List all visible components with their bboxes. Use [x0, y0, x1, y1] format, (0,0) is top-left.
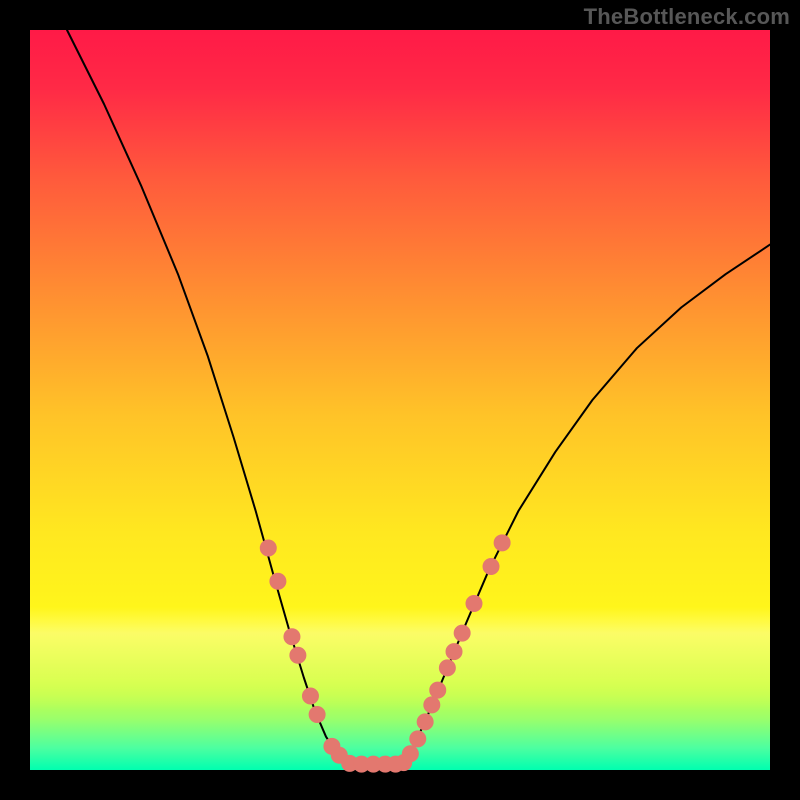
curve-marker: [302, 688, 318, 704]
curve-marker: [424, 697, 440, 713]
curve-marker: [446, 644, 462, 660]
chart-stage: TheBottleneck.com: [0, 0, 800, 800]
curve-marker: [284, 629, 300, 645]
curve-marker: [270, 573, 286, 589]
curve-marker: [402, 746, 418, 762]
watermark-text: TheBottleneck.com: [584, 4, 790, 30]
chart-svg: [0, 0, 800, 800]
curve-marker: [454, 625, 470, 641]
curve-marker: [494, 535, 510, 551]
curve-marker: [439, 660, 455, 676]
curve-marker: [417, 714, 433, 730]
curve-marker: [260, 540, 276, 556]
curve-marker: [309, 707, 325, 723]
highlight-band: [30, 607, 770, 711]
curve-marker: [483, 559, 499, 575]
curve-marker: [466, 596, 482, 612]
curve-marker: [410, 731, 426, 747]
curve-marker: [430, 682, 446, 698]
curve-marker: [290, 647, 306, 663]
